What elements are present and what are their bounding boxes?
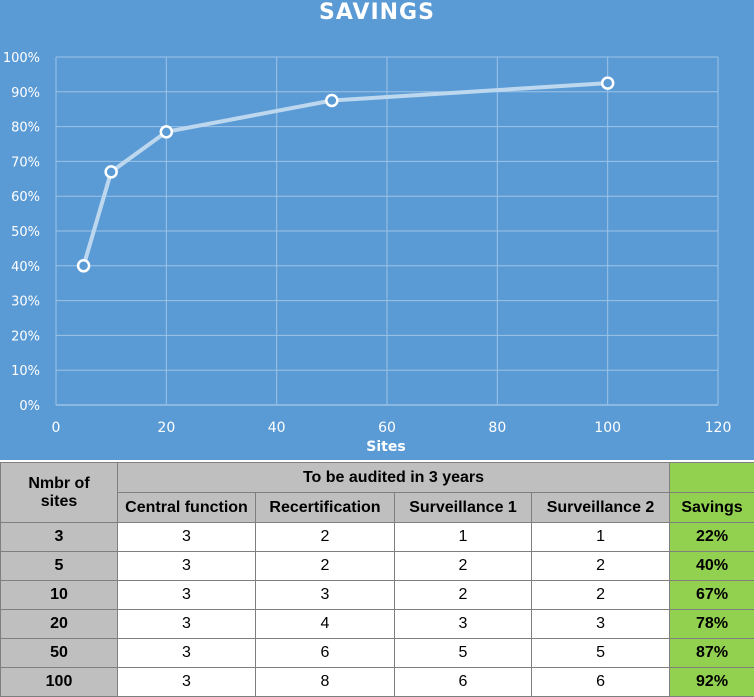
cell-sites: 5 — [1, 552, 118, 581]
cell-surv2: 2 — [532, 581, 670, 610]
header-surv2: Surveillance 2 — [532, 493, 670, 523]
cell-recert: 2 — [256, 552, 395, 581]
cell-sites: 100 — [1, 668, 118, 697]
y-tick-label: 70% — [11, 155, 40, 170]
x-tick-label: 60 — [378, 420, 396, 436]
y-tick-label: 100% — [3, 51, 40, 66]
cell-savings: 22% — [670, 523, 754, 552]
cell-central: 3 — [118, 610, 256, 639]
x-tick-label: 20 — [157, 420, 175, 436]
cell-surv2: 5 — [532, 639, 670, 668]
cell-savings: 40% — [670, 552, 754, 581]
cell-sites: 20 — [1, 610, 118, 639]
cell-surv1: 2 — [395, 552, 532, 581]
y-tick-label: 20% — [11, 329, 40, 344]
y-tick-label: 0% — [19, 399, 40, 414]
y-tick-label: 40% — [11, 260, 40, 275]
header-group: To be audited in 3 years — [118, 463, 670, 493]
x-tick-label: 40 — [268, 420, 286, 436]
x-tick-label: 80 — [488, 420, 506, 436]
table-row: 50 3 6 5 5 87% — [1, 639, 754, 668]
cell-sites: 50 — [1, 639, 118, 668]
header-savings: Savings — [670, 493, 754, 523]
y-tick-label: 30% — [11, 295, 40, 310]
cell-surv2: 6 — [532, 668, 670, 697]
header-sites-line2: sites — [41, 493, 77, 510]
data-point — [78, 260, 89, 271]
header-sites: Nmbr of sites — [1, 463, 118, 523]
cell-central: 3 — [118, 668, 256, 697]
cell-central: 3 — [118, 552, 256, 581]
cell-savings: 78% — [670, 610, 754, 639]
grid — [56, 57, 718, 405]
y-axis-ticks: 0% 10% 20% 30% 40% 50% 60% 70% 80% 90% 100% — [3, 51, 40, 414]
series-savings — [78, 78, 613, 272]
cell-savings: 67% — [670, 581, 754, 610]
cell-surv1: 5 — [395, 639, 532, 668]
table-row: 100 3 8 6 6 92% — [1, 668, 754, 697]
table-row: 10 3 3 2 2 67% — [1, 581, 754, 610]
cell-surv2: 1 — [532, 523, 670, 552]
cell-surv1: 2 — [395, 581, 532, 610]
data-point — [326, 95, 337, 106]
cell-savings: 87% — [670, 639, 754, 668]
x-tick-label: 100 — [594, 420, 621, 436]
cell-recert: 2 — [256, 523, 395, 552]
cell-surv2: 3 — [532, 610, 670, 639]
data-point — [161, 126, 172, 137]
cell-surv1: 6 — [395, 668, 532, 697]
x-axis-title: Sites — [366, 439, 405, 455]
x-tick-label: 0 — [52, 420, 61, 436]
cell-surv2: 2 — [532, 552, 670, 581]
y-tick-label: 90% — [11, 86, 40, 101]
cell-sites: 10 — [1, 581, 118, 610]
table-row: 5 3 2 2 2 40% — [1, 552, 754, 581]
table-row: 20 3 4 3 3 78% — [1, 610, 754, 639]
table-row: 3 3 2 1 1 22% — [1, 523, 754, 552]
cell-central: 3 — [118, 523, 256, 552]
x-tick-label: 120 — [705, 420, 732, 436]
header-central: Central function — [118, 493, 256, 523]
cell-recert: 3 — [256, 581, 395, 610]
data-point — [106, 166, 117, 177]
cell-recert: 4 — [256, 610, 395, 639]
cell-sites: 3 — [1, 523, 118, 552]
savings-chart: SAVINGS 0% 10% 20% 30% 40% 50% 60% 70% 80% 90% 100… — [0, 0, 754, 460]
cell-savings: 92% — [670, 668, 754, 697]
chart-title: SAVINGS — [319, 0, 435, 25]
cell-central: 3 — [118, 639, 256, 668]
header-sites-line1: Nmbr of — [28, 475, 89, 492]
header-savings-blank — [670, 463, 754, 493]
header-surv1: Surveillance 1 — [395, 493, 532, 523]
cell-surv1: 1 — [395, 523, 532, 552]
y-tick-label: 60% — [11, 190, 40, 205]
cell-central: 3 — [118, 581, 256, 610]
cell-recert: 8 — [256, 668, 395, 697]
y-tick-label: 80% — [11, 121, 40, 136]
series-line — [84, 83, 608, 266]
cell-surv1: 3 — [395, 610, 532, 639]
data-point — [602, 78, 613, 89]
chart-panel: SAVINGS 0% 10% 20% 30% 40% 50% 60% 70% 80% 90% 100… — [0, 0, 754, 460]
audit-table-wrap: Nmbr of sites To be audited in 3 years C… — [0, 462, 754, 696]
audit-table: Nmbr of sites To be audited in 3 years C… — [0, 462, 754, 697]
cell-recert: 6 — [256, 639, 395, 668]
y-tick-label: 50% — [11, 225, 40, 240]
y-tick-label: 10% — [11, 364, 40, 379]
x-axis-ticks: 0 20 40 60 80 100 120 — [52, 420, 732, 436]
header-recert: Recertification — [256, 493, 395, 523]
